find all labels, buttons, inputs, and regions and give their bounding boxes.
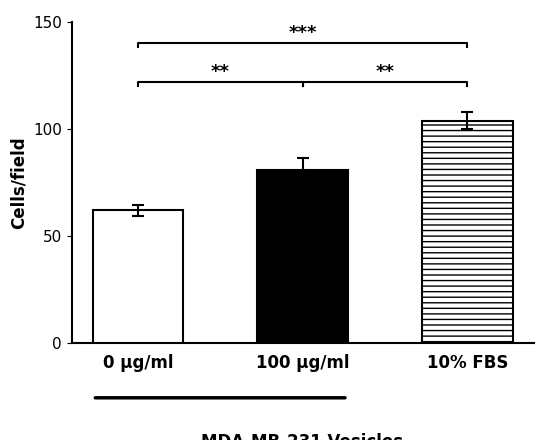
Text: MDA-MB-231 Vesicles: MDA-MB-231 Vesicles	[201, 433, 404, 440]
Text: ***: ***	[288, 24, 317, 42]
Bar	[422, 121, 513, 343]
Y-axis label: Cells/field: Cells/field	[9, 136, 28, 229]
Bar	[257, 170, 348, 343]
Bar	[92, 210, 183, 343]
Text: **: **	[375, 63, 394, 81]
Text: **: **	[211, 63, 230, 81]
